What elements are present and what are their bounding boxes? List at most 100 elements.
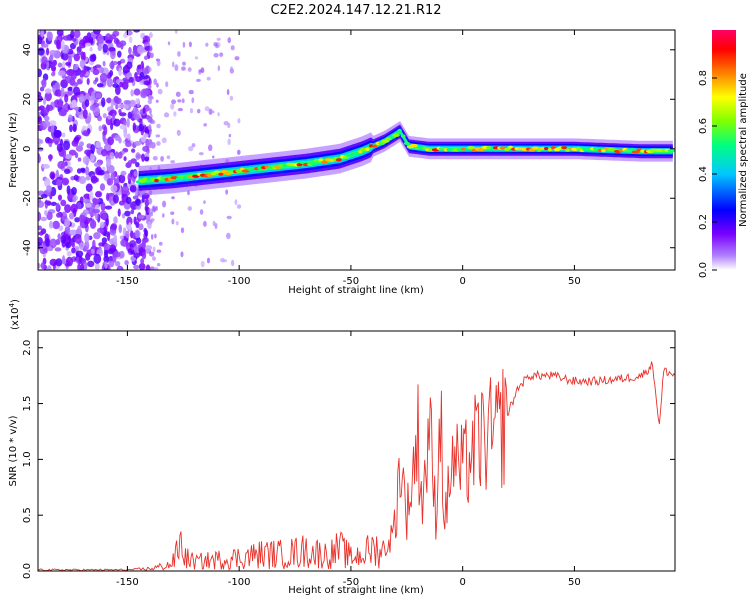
spectrogram-ridge-peak — [248, 169, 258, 173]
spectrogram-noise-blob — [64, 93, 69, 103]
spectrogram-noise-blob — [38, 196, 42, 204]
spectrogram-noise-blob — [124, 79, 131, 84]
spectrogram-noise-blob — [113, 118, 121, 127]
spectrogram-noise-blob — [62, 140, 71, 151]
spectrogram-noise-blob — [156, 82, 159, 88]
spectrogram-noise-blob — [65, 61, 72, 66]
spectrogram-noise-blob — [124, 210, 131, 217]
spectrogram-noise-blob — [49, 258, 58, 267]
spectrogram-noise-blob — [123, 103, 129, 110]
x-tick-label: -50 — [343, 276, 359, 287]
spectrogram-noise-blob — [138, 262, 146, 270]
spectrogram-noise-blob — [83, 261, 88, 270]
spectrogram-noise-blob — [140, 258, 145, 265]
spectrogram-noise-blob — [71, 186, 77, 196]
spectrogram-noise-blob — [99, 183, 106, 191]
snr-x-label: Height of straight line (km) — [288, 585, 424, 596]
spectrogram-noise-blob — [57, 194, 63, 201]
spectrogram-noise-blob — [203, 200, 206, 205]
colorbar-tick-label: 0.4 — [698, 166, 709, 182]
spectrogram-noise-blob — [145, 264, 151, 270]
spectrogram-noise-blob — [38, 138, 42, 144]
spectrogram-ridge-band — [138, 121, 673, 196]
spectrogram-noise-blob — [126, 118, 130, 128]
spectrogram-ridge-peak — [629, 148, 635, 152]
y-tick-label: 2.0 — [22, 340, 33, 356]
spectrogram-noise-blob — [188, 41, 192, 48]
snr-scale-label: (x104) — [8, 299, 21, 330]
spectrogram-noise-blob — [44, 91, 53, 102]
spectrogram-noise-blob — [148, 197, 153, 205]
spectrogram-noise-blob — [171, 218, 175, 225]
spectrogram-noise-blob — [143, 80, 151, 86]
spectrogram-noise-blob — [171, 196, 175, 200]
spectrogram-noise-blob — [148, 251, 155, 257]
spectrogram-noise-blob — [152, 256, 156, 261]
spectrogram-noise-blob — [143, 227, 148, 234]
spectrogram-noise-blob — [139, 71, 144, 78]
spectrogram-noise-blob — [212, 220, 216, 227]
figure-title: C2E2.2024.147.12.21.R12 — [270, 3, 441, 18]
spectrogram-noise-blob — [187, 67, 192, 72]
spectrogram-noise-blob — [106, 97, 112, 104]
spectrogram-noise-blob — [197, 108, 201, 114]
spectrogram-ridge-peak — [409, 143, 419, 148]
spectrogram-noise-blob — [78, 39, 87, 49]
spectrogram-noise-blob — [48, 120, 57, 127]
spectrogram-noise-blob — [118, 250, 125, 259]
spectrogram-noise-blob — [93, 232, 101, 240]
spectrogram-noise-blob — [86, 78, 90, 86]
spectrogram-noise-blob — [118, 112, 127, 117]
spectrogram-noise-blob — [41, 56, 48, 65]
spectrogram-noise-blob — [89, 54, 96, 62]
spectrogram-noise-blob — [128, 47, 132, 55]
spectrogram-noise-blob — [230, 66, 233, 71]
spectrogram-noise-blob — [69, 229, 78, 236]
spectrogram-noise-blob — [89, 190, 94, 201]
spectrogram-noise-blob — [52, 220, 60, 230]
spectrogram-noise-blob — [88, 95, 93, 101]
spectrogram-noise-blob — [49, 238, 57, 249]
spectrogram-noise-blob — [100, 202, 106, 212]
y-tick-label: 0 — [22, 146, 33, 152]
spectrogram-noise-blob — [123, 32, 128, 39]
spectrogram-noise-blob — [175, 91, 181, 97]
x-tick-label: -100 — [228, 276, 251, 287]
spectrogram-noise-blob — [144, 156, 150, 162]
spectrogram-noise-blob — [45, 47, 50, 56]
spectrogram-noise-blob — [133, 171, 138, 177]
spectrogram-ridge-peak — [381, 139, 390, 143]
spectrogram-noise-blob — [222, 259, 228, 263]
y-tick-label: -40 — [22, 240, 33, 256]
spectrogram-noise-blob — [44, 200, 52, 205]
spectrogram-noise-blob — [226, 89, 230, 96]
spectrogram-noise-blob — [50, 65, 57, 72]
spectrogram-noise-blob — [127, 173, 133, 182]
spectrogram-noise-blob — [149, 107, 152, 115]
spectrogram-noise-blob — [49, 171, 56, 180]
spectrogram-noise-blob — [213, 53, 219, 58]
spectrogram-noise-blob — [46, 265, 52, 270]
spectrogram-noise-blob — [82, 108, 88, 119]
spectrogram-noise-blob — [49, 220, 54, 229]
spectrogram-noise-blob — [68, 114, 73, 123]
spectrogram-noise-blob — [40, 30, 45, 38]
spectrogram-noise-blob — [105, 218, 109, 226]
spectrogram-noise-blob — [55, 258, 63, 267]
spectrogram-noise-blob — [206, 257, 211, 264]
colorbar-tick-label: 0.2 — [698, 214, 709, 230]
spectrogram-noise-blob — [73, 53, 81, 62]
snr-plot-area — [38, 361, 675, 571]
spectrogram-noise-blob — [188, 89, 194, 95]
spectrogram-noise-blob — [123, 156, 127, 162]
spectrogram-noise-blob — [162, 200, 167, 208]
spectrogram-noise-blob — [107, 136, 115, 146]
spectrogram-noise-blob — [46, 185, 53, 193]
spectrogram-noise-blob — [117, 103, 125, 109]
spectrogram-noise-blob — [41, 43, 49, 48]
spectrogram-noise-blob — [198, 152, 204, 156]
spectrogram-noise-blob — [38, 225, 43, 231]
spectrogram-noise-blob — [213, 42, 218, 47]
spectrogram-ridge-peak — [309, 161, 318, 166]
spectrogram-noise-blob — [133, 88, 141, 96]
